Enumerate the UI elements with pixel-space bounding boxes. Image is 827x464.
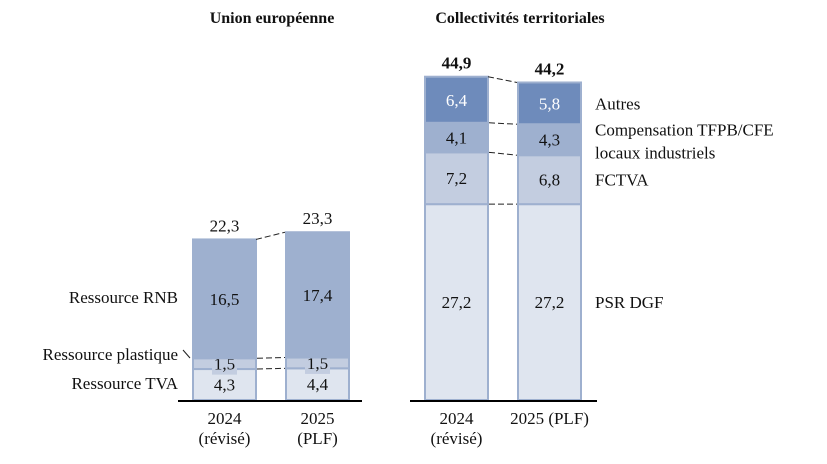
data-label: 1,5 — [214, 355, 235, 374]
series-label: locaux industriels — [595, 144, 715, 163]
series-label: PSR DGF — [595, 293, 664, 312]
bar-segment — [285, 231, 350, 359]
series-label: Ressource plastique — [43, 345, 179, 364]
connector-line — [256, 357, 286, 359]
total-label: 44,9 — [442, 54, 472, 73]
data-label: 5,8 — [539, 94, 560, 113]
connector-line — [487, 76, 518, 83]
bar-segment — [424, 75, 489, 124]
series-label: Ressource RNB — [69, 288, 178, 307]
connector-line — [256, 367, 286, 370]
data-label: 27,2 — [535, 293, 565, 312]
total-label: 44,2 — [535, 59, 565, 78]
data-label: 4,3 — [214, 376, 235, 395]
connector-line — [255, 231, 286, 240]
bar-segment — [517, 154, 582, 206]
series-label: Ressource TVA — [71, 374, 178, 393]
chart-title: Collectivités territoriales — [435, 10, 604, 27]
category-label: 2025 — [301, 409, 335, 428]
data-label: 16,5 — [210, 290, 240, 309]
bar-segment — [192, 238, 257, 360]
category-label: (révisé) — [199, 429, 251, 448]
category-label: 2025 (PLF) — [510, 409, 589, 428]
series-label: FCTVA — [595, 171, 649, 190]
data-label: 7,2 — [446, 169, 467, 188]
data-label: 1,5 — [307, 354, 328, 373]
data-label: 6,4 — [446, 91, 468, 110]
bar-segment — [424, 203, 489, 401]
data-label: 27,2 — [442, 293, 472, 312]
connector-line — [488, 122, 518, 125]
bar-segment — [517, 81, 582, 126]
category-label: 2024 — [208, 409, 243, 428]
series-label: Compensation TFPB/CFE — [595, 121, 774, 140]
series-label: Autres — [595, 94, 640, 113]
total-label: 23,3 — [303, 209, 333, 228]
total-label: 22,3 — [210, 216, 240, 235]
category-label: (PLF) — [297, 429, 338, 448]
category-label: (révisé) — [431, 429, 483, 448]
data-label: 17,4 — [303, 286, 333, 305]
data-label: 4,1 — [446, 129, 467, 148]
connector-line — [488, 151, 518, 156]
chart-title: Union européenne — [210, 10, 335, 27]
data-label: 4,4 — [307, 375, 329, 394]
category-label: 2024 — [440, 409, 475, 428]
data-label: 6,8 — [539, 171, 560, 190]
leader-line — [182, 349, 191, 359]
data-label: 4,3 — [539, 131, 560, 150]
